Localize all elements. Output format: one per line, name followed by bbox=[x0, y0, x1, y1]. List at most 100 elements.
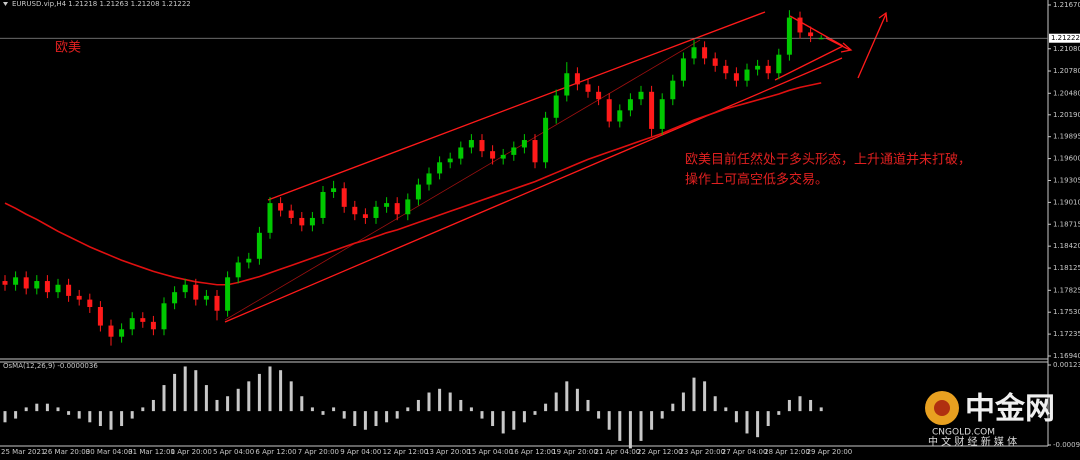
osma-bar bbox=[395, 411, 399, 419]
candle-body bbox=[670, 80, 676, 100]
osma-bar bbox=[279, 370, 283, 412]
arrow-up bbox=[857, 13, 887, 79]
y-tick-label: 1.20780 bbox=[1053, 67, 1080, 75]
x-tick-label: 30 Mar 04:00 bbox=[86, 448, 133, 456]
annotation: 欧美目前任然处于多头形态，上升通道并未打破， bbox=[685, 152, 971, 168]
candle-body bbox=[649, 91, 655, 129]
arrowhead bbox=[878, 11, 888, 23]
candle-body bbox=[521, 140, 527, 148]
trend-drawings bbox=[224, 11, 888, 323]
osma-bar bbox=[512, 411, 516, 430]
candle-body bbox=[172, 292, 178, 304]
candle-body bbox=[776, 54, 782, 74]
candle-body bbox=[394, 203, 400, 215]
candle-body bbox=[426, 173, 432, 185]
osma-bar bbox=[554, 392, 558, 412]
x-tick-label: 29 Apr 20:00 bbox=[807, 448, 853, 456]
osma-bar bbox=[151, 399, 155, 412]
x-tick-label: 13 Apr 20:00 bbox=[425, 448, 471, 456]
candle-body bbox=[119, 329, 125, 337]
osma-bar bbox=[438, 388, 442, 412]
osma-bar bbox=[141, 407, 145, 412]
osma-bar bbox=[703, 381, 707, 412]
x-tick-label: 7 Apr 20:00 bbox=[298, 448, 339, 456]
candle-body bbox=[490, 151, 496, 159]
candle-body bbox=[659, 99, 665, 129]
osma-bar bbox=[639, 411, 643, 441]
osma-bar bbox=[363, 411, 367, 430]
candle-body bbox=[87, 299, 93, 308]
osma-bar bbox=[3, 411, 7, 423]
candle-body bbox=[384, 203, 390, 207]
indicator-title: OsMA(12,26,9) -0.0000036 bbox=[3, 362, 98, 370]
osma-bar bbox=[522, 411, 526, 423]
menu-icon bbox=[3, 2, 8, 6]
y-tick-label: 1.17530 bbox=[1053, 308, 1080, 316]
osma-bar bbox=[681, 392, 685, 412]
y-tick-label: 1.17825 bbox=[1053, 286, 1080, 294]
candle-body bbox=[596, 91, 602, 100]
candle-body bbox=[373, 206, 379, 218]
candle-body bbox=[479, 140, 485, 152]
osma-bar bbox=[321, 411, 325, 415]
x-tick-label: 27 Apr 04:00 bbox=[722, 448, 768, 456]
y-tick-label: 1.18125 bbox=[1053, 264, 1080, 272]
candle-body bbox=[193, 284, 199, 300]
candle-body bbox=[415, 184, 421, 200]
candle-body bbox=[246, 258, 252, 263]
x-tick-label: 28 Apr 12:00 bbox=[764, 448, 810, 456]
osma-bar bbox=[88, 411, 92, 423]
osma-bar bbox=[427, 392, 431, 412]
osma-bar bbox=[660, 411, 664, 419]
osma-bar bbox=[734, 411, 738, 423]
candle-body bbox=[214, 295, 220, 311]
osma-bar bbox=[353, 411, 357, 427]
x-tick-label: 12 Apr 12:00 bbox=[383, 448, 429, 456]
candle-body bbox=[97, 307, 103, 326]
candle-body bbox=[405, 199, 411, 215]
candle-body bbox=[712, 58, 718, 66]
y-tick-label: 1.19600 bbox=[1053, 155, 1080, 163]
candle-body bbox=[500, 154, 506, 159]
osma-bar bbox=[618, 411, 622, 441]
x-tick-label: 22 Apr 12:00 bbox=[637, 448, 683, 456]
osma-bar bbox=[120, 411, 124, 427]
candle-body bbox=[267, 203, 273, 233]
osma-bar bbox=[162, 385, 166, 412]
candle-body bbox=[564, 73, 570, 96]
osma-bar bbox=[692, 377, 696, 412]
osma-bar bbox=[247, 381, 251, 412]
osma-bar bbox=[597, 411, 601, 419]
candle-body bbox=[532, 140, 538, 163]
channel-upper bbox=[267, 11, 766, 201]
candle-body bbox=[161, 303, 167, 330]
candle-body bbox=[331, 188, 337, 192]
annotation: 操作上可高空低多交易。 bbox=[685, 172, 828, 188]
candle-body bbox=[55, 284, 61, 293]
watermark: 中金网 CNGOLD.COM 中 文 财 经 新 媒 体 bbox=[925, 391, 1055, 448]
candle-body bbox=[13, 277, 19, 285]
y-tick-label: 1.18715 bbox=[1053, 220, 1080, 228]
osma-bar bbox=[236, 388, 240, 412]
osma-bar bbox=[671, 403, 675, 412]
candle-body bbox=[680, 58, 686, 81]
y-tick-label: 1.21080 bbox=[1053, 45, 1080, 53]
x-tick-label: 19 Apr 20:00 bbox=[552, 448, 598, 456]
candle-body bbox=[797, 17, 803, 33]
candle-body bbox=[66, 284, 72, 296]
y-tick-label: 1.21670 bbox=[1053, 1, 1080, 9]
osma-bar bbox=[565, 381, 569, 412]
x-tick-label: 16 Apr 12:00 bbox=[510, 448, 556, 456]
osma-bar bbox=[798, 396, 802, 412]
osma-bar bbox=[289, 381, 293, 412]
osma-bar bbox=[533, 411, 537, 415]
osma-bar bbox=[766, 411, 770, 427]
candle-body bbox=[553, 95, 559, 118]
osma-bar bbox=[300, 396, 304, 412]
osma-bar bbox=[257, 373, 261, 412]
candle-body bbox=[352, 206, 358, 215]
candle-body bbox=[2, 281, 8, 285]
